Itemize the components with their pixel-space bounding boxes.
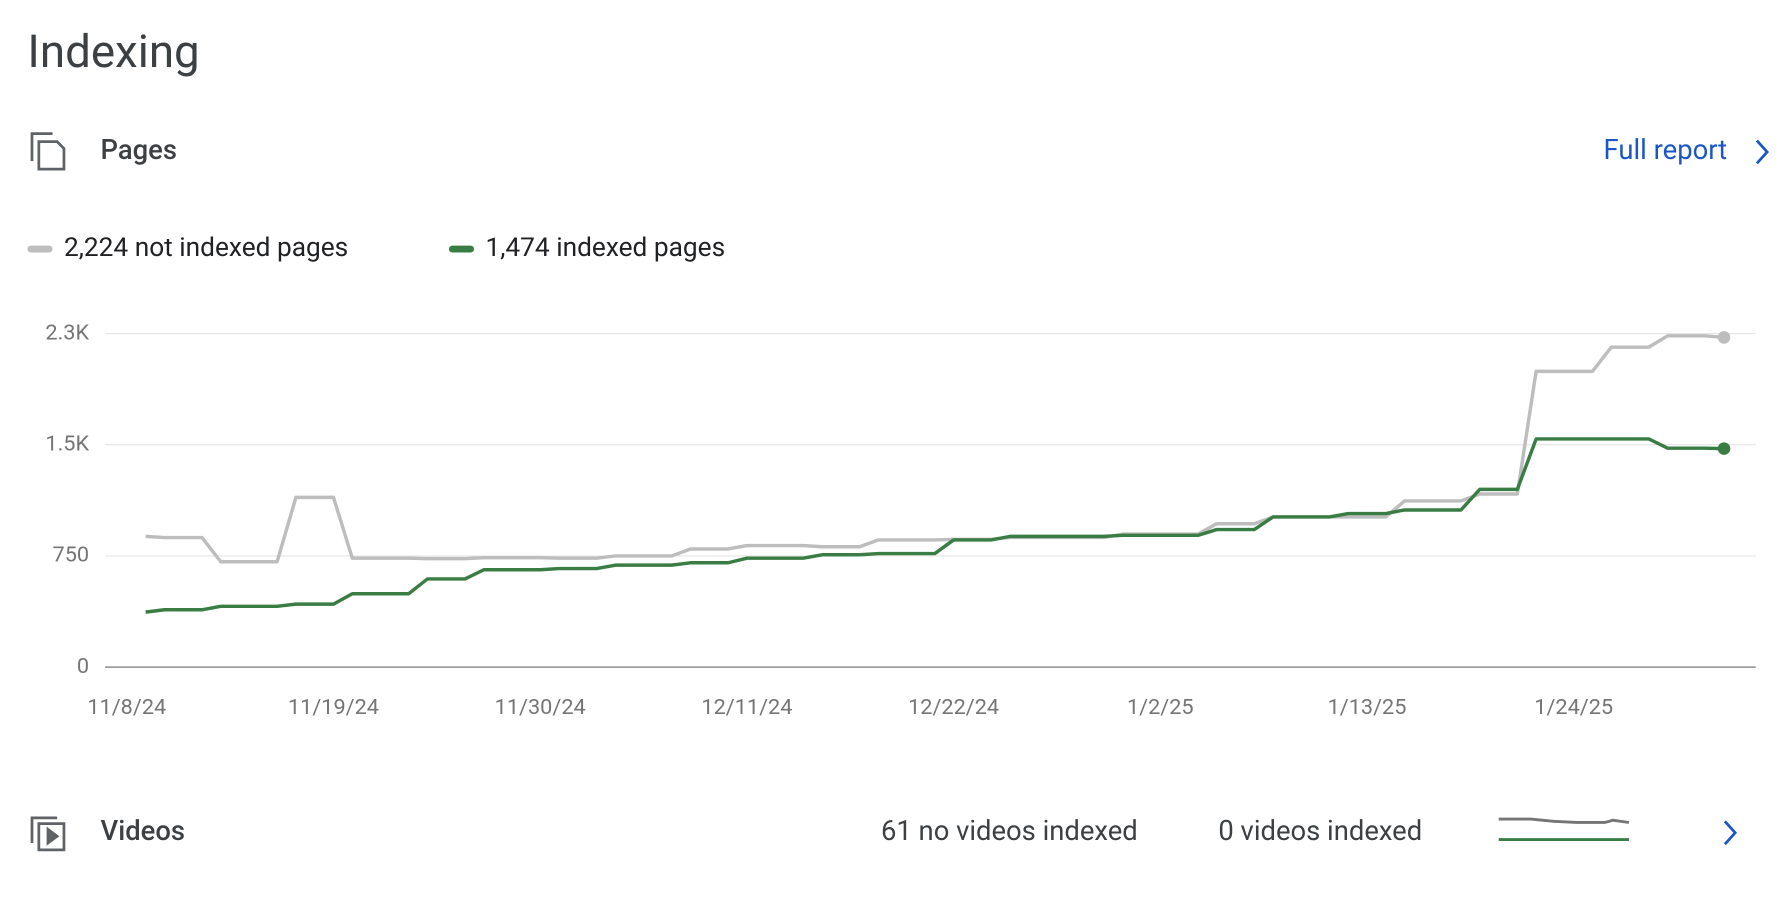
- x-tick-label: 1/2/25: [1127, 695, 1194, 720]
- x-tick-label: 11/8/24: [87, 695, 166, 720]
- x-tick-label: 12/22/24: [908, 695, 999, 720]
- x-tick-label: 11/19/24: [288, 695, 379, 720]
- x-tick-label: 1/24/25: [1534, 695, 1613, 720]
- y-tick-label: 0: [77, 654, 89, 679]
- x-tick-label: 12/11/24: [701, 695, 792, 720]
- pages-icon: [30, 132, 66, 171]
- legend-label: 2,224 not indexed pages: [64, 233, 348, 263]
- y-tick-label: 1.5K: [45, 431, 89, 456]
- videos-icon: [30, 816, 66, 852]
- series-line: [145, 334, 1725, 564]
- chevron[interactable]: [1755, 139, 1769, 165]
- legend: 2,224 not indexed pages 1,474 indexed pag…: [27, 233, 725, 263]
- end-point: [1717, 331, 1731, 344]
- plot: 0 750 1.5K 2.3K 11/8/24 11/19/24 11/30/24 12/11…: [45, 320, 1756, 720]
- video-stat: 0 videos indexed: [1218, 815, 1422, 847]
- x-tick-label: 11/30/24: [495, 695, 586, 720]
- end-point: [1717, 442, 1731, 455]
- title: Indexing: [27, 26, 199, 79]
- y-tick-label: 750: [53, 543, 90, 568]
- sparkline: [1498, 817, 1630, 824]
- series-line: [145, 437, 1725, 614]
- chevron[interactable]: [1723, 820, 1738, 846]
- y-tick-label: 2.3K: [45, 320, 89, 345]
- video-stat: 61 no videos indexed: [881, 815, 1138, 847]
- section-label: Pages: [101, 134, 177, 166]
- x-tick-label: 1/13/25: [1328, 695, 1407, 720]
- legend-label: 1,474 indexed pages: [485, 233, 725, 263]
- full-report-link[interactable]: Full report: [1604, 134, 1728, 166]
- section-label: Videos: [101, 815, 185, 847]
